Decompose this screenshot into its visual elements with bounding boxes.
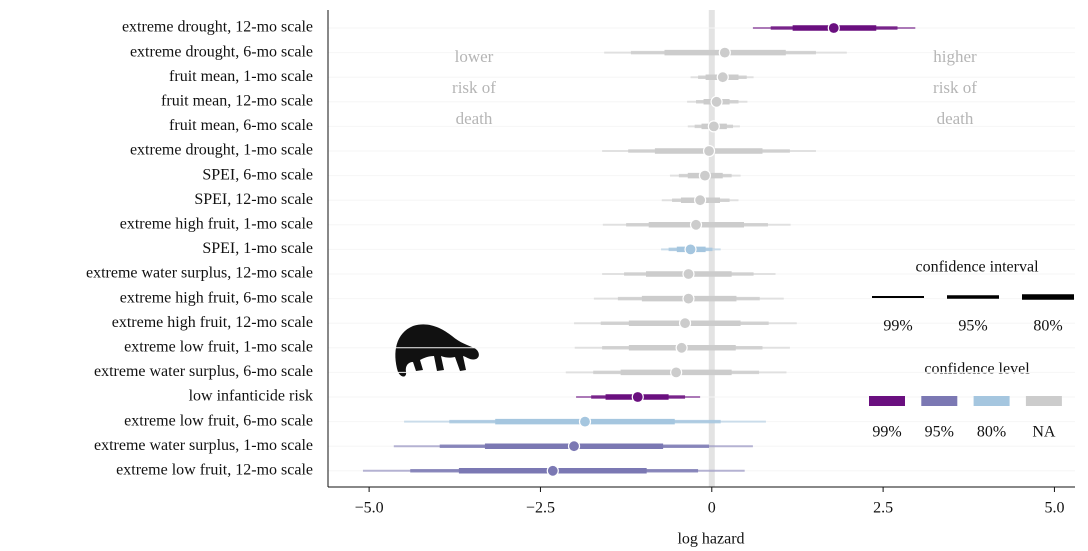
annotation: risk of xyxy=(452,78,496,97)
category-label: fruit mean, 6-mo scale xyxy=(169,117,313,134)
interval-legend-label: 95% xyxy=(958,318,987,335)
monkey-icon xyxy=(395,324,479,377)
monkey-shape xyxy=(395,324,479,377)
category-label: SPEI, 1-mo scale xyxy=(202,240,313,257)
category-label: extreme low fruit, 1-mo scale xyxy=(124,338,313,355)
annotation: risk of xyxy=(933,78,977,97)
estimate-point xyxy=(631,390,644,404)
category-label: extreme water surplus, 6-mo scale xyxy=(94,363,313,380)
estimate-point xyxy=(567,440,581,453)
annotation: higher xyxy=(933,47,977,66)
level-legend-label: 99% xyxy=(872,424,901,441)
level-legend-swatch xyxy=(973,396,1010,406)
estimate-point xyxy=(718,46,731,59)
level-legend-swatch xyxy=(1025,396,1062,406)
category-label: extreme high fruit, 1-mo scale xyxy=(120,215,313,232)
estimate-point xyxy=(827,21,840,35)
estimate-point xyxy=(684,243,697,256)
level-legend-title: confidence level xyxy=(924,361,1030,378)
x-axis-label: log hazard xyxy=(677,531,744,548)
estimate-point xyxy=(682,292,695,305)
category-label: extreme water surplus, 1-mo scale xyxy=(94,437,313,454)
annotation: death xyxy=(456,109,493,128)
estimate-point xyxy=(710,95,723,108)
category-label: extreme high fruit, 6-mo scale xyxy=(120,289,313,306)
annotation: death xyxy=(937,109,974,128)
estimate-point xyxy=(670,366,683,379)
category-label: extreme drought, 1-mo scale xyxy=(130,142,313,159)
estimate-point xyxy=(675,341,688,354)
category-label: extreme high fruit, 12-mo scale xyxy=(112,314,313,331)
estimate-point xyxy=(698,169,712,182)
x-tick-label: −5.0 xyxy=(355,500,384,517)
estimate-point xyxy=(689,218,703,231)
level-legend-label: 95% xyxy=(925,424,954,441)
category-label: SPEI, 12-mo scale xyxy=(194,191,313,208)
category-label: extreme drought, 6-mo scale xyxy=(130,43,313,60)
annotation: lower xyxy=(455,47,494,66)
estimate-point xyxy=(678,317,692,330)
category-label: extreme low fruit, 6-mo scale xyxy=(124,412,313,429)
interval-legend-title: confidence interval xyxy=(915,259,1039,276)
category-label: fruit mean, 1-mo scale xyxy=(169,68,313,85)
category-label: low infanticide risk xyxy=(189,388,313,405)
x-tick-label: 2.5 xyxy=(873,500,893,517)
estimate-point xyxy=(578,415,592,428)
category-label: extreme low fruit, 12-mo scale xyxy=(116,461,313,478)
estimate-point xyxy=(702,144,716,158)
level-legend-swatch xyxy=(921,396,958,406)
x-tick-label: 5.0 xyxy=(1044,500,1064,517)
estimate-point xyxy=(682,267,695,281)
interval-legend-label: 80% xyxy=(1033,318,1062,335)
level-legend-swatch xyxy=(869,396,905,406)
estimate-point xyxy=(716,71,729,84)
estimate-point xyxy=(707,120,720,133)
x-tick-label: −2.5 xyxy=(526,500,555,517)
estimate-point xyxy=(546,464,559,477)
category-label: fruit mean, 12-mo scale xyxy=(161,92,313,109)
category-label: extreme water surplus, 12-mo scale xyxy=(86,265,313,282)
level-legend-label: NA xyxy=(1032,424,1056,441)
category-label: extreme drought, 12-mo scale xyxy=(122,19,313,36)
x-tick-label: 0 xyxy=(708,500,716,517)
level-legend-label: 80% xyxy=(977,424,1006,441)
category-label: SPEI, 6-mo scale xyxy=(202,166,313,183)
interval-legend-label: 99% xyxy=(883,318,912,335)
estimate-point xyxy=(694,194,707,207)
